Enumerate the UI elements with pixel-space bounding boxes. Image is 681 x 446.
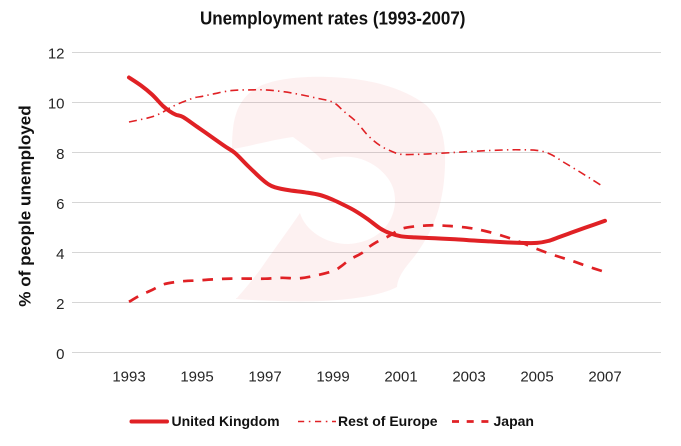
svg-text:1993: 1993 — [112, 368, 145, 385]
svg-text:Japan: Japan — [494, 413, 534, 429]
svg-text:1995: 1995 — [180, 368, 213, 385]
svg-text:United Kingdom: United Kingdom — [172, 413, 280, 429]
svg-text:Rest of Europe: Rest of Europe — [338, 413, 438, 429]
svg-text:4: 4 — [56, 246, 64, 263]
svg-text:% of people unemployed: % of people unemployed — [16, 105, 35, 306]
svg-text:0: 0 — [56, 346, 64, 363]
svg-text:2: 2 — [56, 296, 64, 313]
svg-text:2001: 2001 — [384, 368, 417, 385]
svg-text:2003: 2003 — [452, 368, 485, 385]
svg-text:6: 6 — [56, 196, 64, 213]
svg-text:10: 10 — [48, 96, 65, 113]
svg-text:1999: 1999 — [316, 368, 349, 385]
svg-text:8: 8 — [56, 146, 64, 163]
svg-text:2005: 2005 — [520, 368, 553, 385]
svg-text:1997: 1997 — [248, 368, 281, 385]
svg-text:Unemployment rates (1993-2007): Unemployment rates (1993-2007) — [200, 9, 466, 29]
svg-text:2007: 2007 — [588, 368, 621, 385]
svg-text:12: 12 — [48, 46, 65, 63]
